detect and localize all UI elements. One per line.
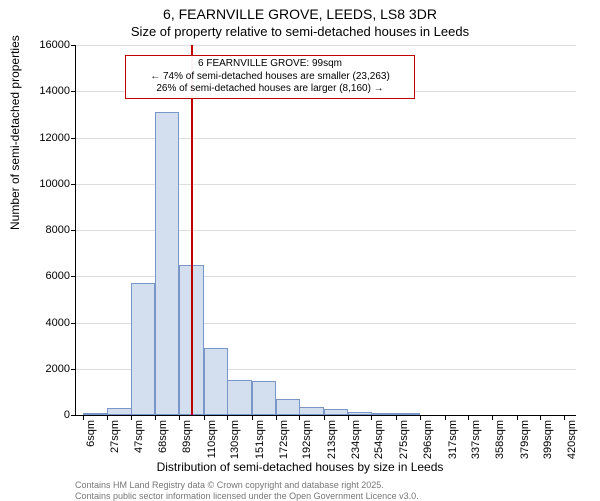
chart-title-line2: Size of property relative to semi-detach… [0, 24, 600, 39]
ytick-mark [71, 369, 76, 370]
histogram-bar [204, 348, 228, 415]
xtick-mark [324, 415, 325, 420]
xtick-label: 379sqm [519, 420, 531, 470]
histogram-bar [107, 408, 131, 415]
xtick-label: 254sqm [373, 420, 385, 470]
ytick-label: 4000 [20, 317, 70, 329]
ytick-mark [71, 276, 76, 277]
ytick-mark [71, 138, 76, 139]
ytick-mark [71, 91, 76, 92]
gridline [76, 184, 576, 185]
histogram-bar [396, 413, 420, 415]
xtick-mark [83, 415, 84, 420]
histogram-bar [227, 380, 251, 415]
histogram-bar [131, 283, 155, 415]
gridline [76, 138, 576, 139]
ytick-label: 2000 [20, 363, 70, 375]
xtick-label: 358sqm [494, 420, 506, 470]
xtick-mark [227, 415, 228, 420]
callout-box: 6 FEARNVILLE GROVE: 99sqm← 74% of semi-d… [125, 55, 415, 99]
histogram-bar [299, 407, 323, 415]
xtick-mark [348, 415, 349, 420]
gridline [76, 276, 576, 277]
ytick-mark [71, 184, 76, 185]
xtick-label: 6sqm [85, 420, 97, 470]
xtick-mark [276, 415, 277, 420]
chart-title-line1: 6, FEARNVILLE GROVE, LEEDS, LS8 3DR [0, 6, 600, 22]
histogram-bar [348, 412, 372, 415]
ytick-label: 12000 [20, 132, 70, 144]
xtick-mark [445, 415, 446, 420]
xtick-label: 68sqm [157, 420, 169, 470]
ytick-mark [71, 45, 76, 46]
xtick-label: 234sqm [350, 420, 362, 470]
ytick-label: 8000 [20, 224, 70, 236]
ytick-label: 14000 [20, 85, 70, 97]
xtick-mark [396, 415, 397, 420]
ytick-mark [71, 415, 76, 416]
gridline [76, 45, 576, 46]
chart-container: 6, FEARNVILLE GROVE, LEEDS, LS8 3DR Size… [0, 0, 600, 500]
callout-line3: 26% of semi-detached houses are larger (… [130, 83, 410, 96]
xtick-mark [468, 415, 469, 420]
xtick-label: 110sqm [206, 420, 218, 470]
xtick-label: 27sqm [109, 420, 121, 470]
callout-line1: 6 FEARNVILLE GROVE: 99sqm [130, 58, 410, 71]
ytick-label: 10000 [20, 178, 70, 190]
callout-line2: ← 74% of semi-detached houses are smalle… [130, 71, 410, 84]
xtick-mark [517, 415, 518, 420]
xtick-mark [131, 415, 132, 420]
xtick-label: 47sqm [133, 420, 145, 470]
ytick-mark [71, 323, 76, 324]
xtick-label: 213sqm [326, 420, 338, 470]
ytick-label: 6000 [20, 270, 70, 282]
ytick-label: 16000 [20, 39, 70, 51]
xtick-label: 151sqm [254, 420, 266, 470]
histogram-bar [83, 413, 107, 415]
gridline [76, 230, 576, 231]
xtick-label: 317sqm [447, 420, 459, 470]
xtick-label: 420sqm [566, 420, 578, 470]
xtick-label: 130sqm [229, 420, 241, 470]
plot-area [75, 45, 576, 416]
histogram-bar [324, 409, 348, 415]
histogram-bar [371, 413, 395, 415]
xtick-label: 275sqm [398, 420, 410, 470]
xtick-label: 337sqm [470, 420, 482, 470]
xtick-label: 399sqm [542, 420, 554, 470]
ytick-label: 0 [20, 409, 70, 421]
xtick-mark [204, 415, 205, 420]
xtick-label: 172sqm [278, 420, 290, 470]
xtick-mark [252, 415, 253, 420]
xtick-label: 192sqm [301, 420, 313, 470]
reference-line [191, 45, 193, 415]
xtick-label: 89sqm [181, 420, 193, 470]
xtick-label: 296sqm [422, 420, 434, 470]
xtick-mark [540, 415, 541, 420]
xtick-mark [155, 415, 156, 420]
histogram-bar [276, 399, 300, 415]
histogram-bar [252, 381, 276, 415]
footer-line1: Contains HM Land Registry data © Crown c… [75, 480, 384, 490]
ytick-mark [71, 230, 76, 231]
histogram-bar [155, 112, 179, 415]
